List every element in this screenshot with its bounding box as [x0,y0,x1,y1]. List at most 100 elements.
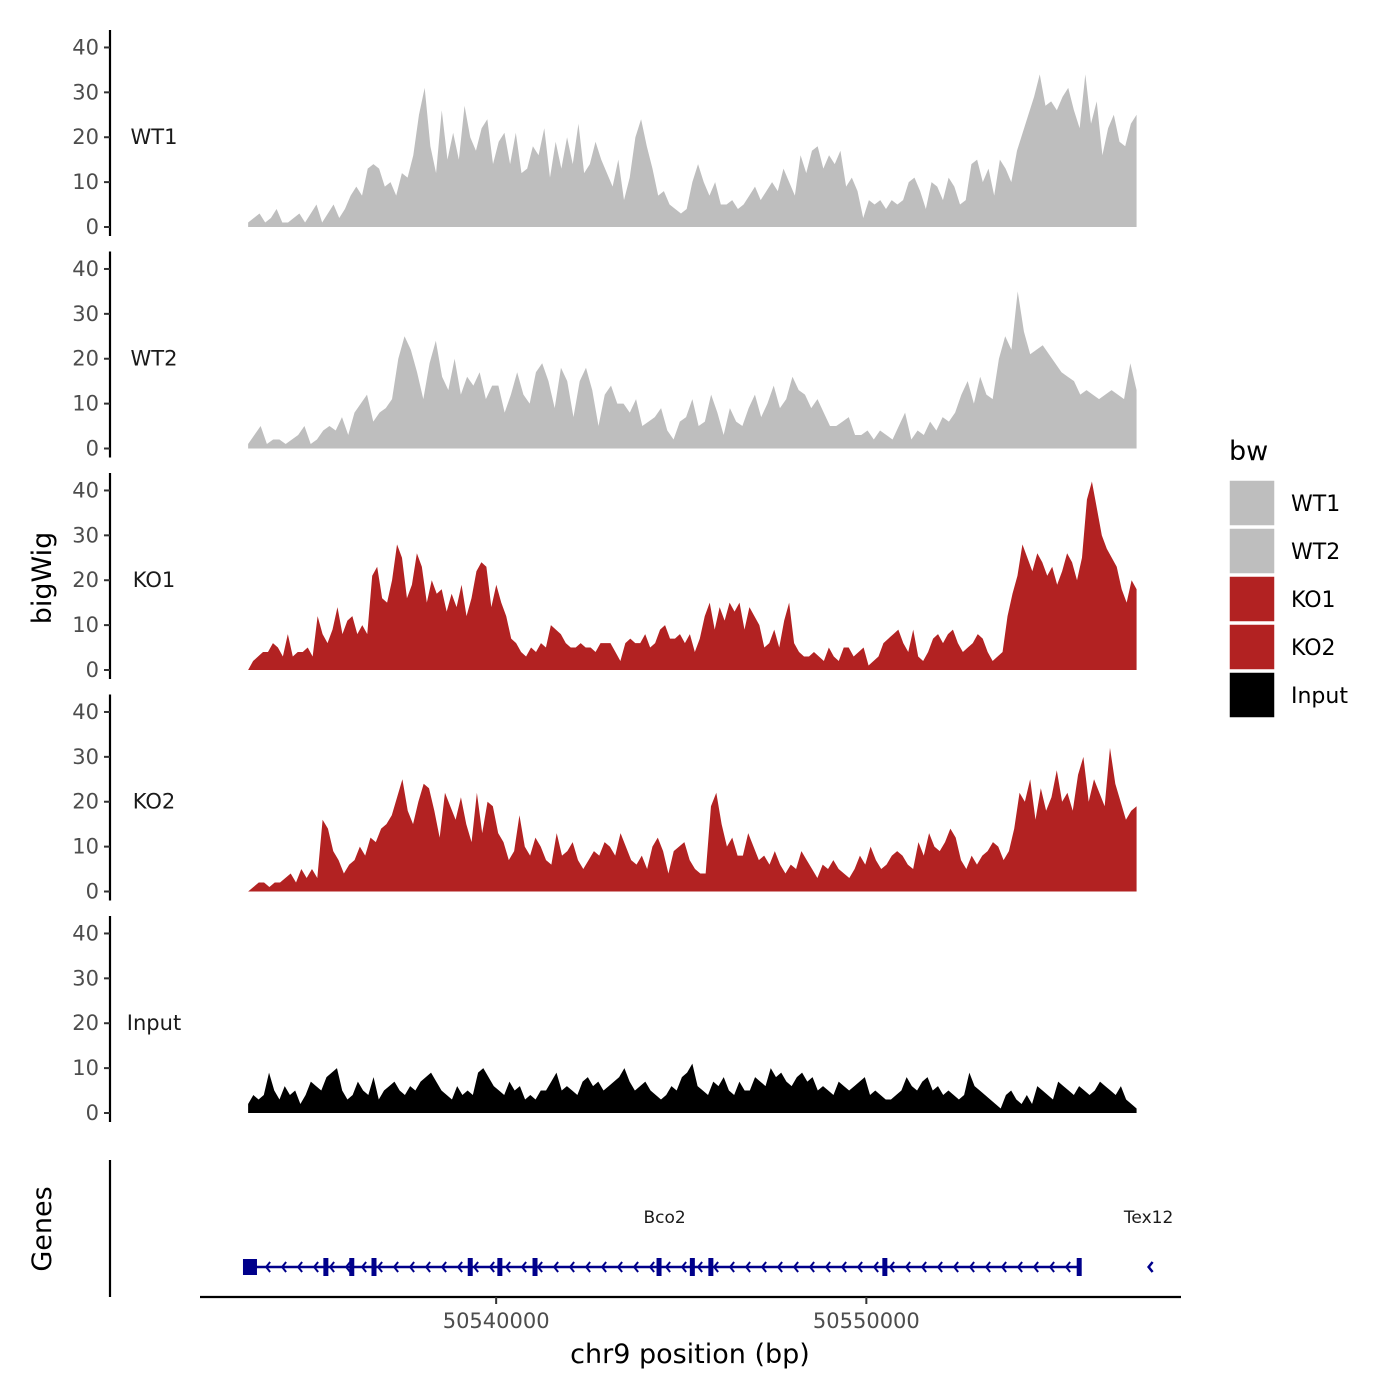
legend-swatch-wt2 [1228,527,1276,575]
strand-chevron [888,1261,895,1273]
strand-chevron [1000,1261,1007,1273]
legend-label-input: Input [1291,684,1348,709]
strand-chevron [808,1261,815,1273]
strand-chevron [648,1261,655,1273]
track-wt2: 0 10 20 30 40 WT2 [72,251,1137,461]
x-tick-label: 50540000 [443,1309,550,1333]
exon [323,1258,329,1276]
track-label: Input [127,1011,181,1035]
strand-chevron [456,1261,463,1273]
strand-chevron [824,1261,831,1273]
y-tick-label: 30 [72,80,99,104]
strand-chevron [744,1261,751,1273]
track-label: WT1 [131,125,178,149]
gene-name: Tex12 [1123,1208,1173,1228]
coverage-area-ko1 [248,481,1137,670]
strand-chevron [1032,1261,1039,1273]
strand-chevron [568,1261,575,1273]
legend-title: bw [1229,436,1268,467]
track-input: 0 10 20 30 40 Input [72,916,1137,1125]
strand-chevron [312,1261,319,1273]
strand-chevron [984,1261,991,1273]
y-tick-label: 0 [86,658,99,682]
exon [242,1259,257,1275]
y-tick-label: 40 [72,700,99,724]
strand-chevron [840,1261,847,1273]
legend-label-wt2: WT2 [1291,540,1340,565]
strand-chevron [680,1261,687,1273]
y-tick-label: 10 [72,1056,99,1080]
strand-chevron [904,1261,911,1273]
exon [708,1258,714,1276]
strand-chevron [968,1261,975,1273]
strand-chevron [712,1261,719,1273]
legend: bw WT1 WT2 KO1 KO2 Input [1228,436,1348,719]
exon [349,1258,355,1276]
y-tick-label: 20 [72,790,99,814]
exon [689,1258,695,1276]
strand-chevron [776,1261,783,1273]
strand-chevron [696,1261,703,1273]
strand-chevron [792,1261,799,1273]
y-tick-label: 40 [72,921,99,945]
track-wt1: 0 10 20 30 40 WT1 [72,30,1137,239]
exon [371,1258,377,1276]
strand-chevron [296,1261,303,1273]
coverage-area-ko2 [248,747,1137,892]
coverage-area-wt1 [248,74,1137,228]
y-tick-label: 20 [72,1011,99,1035]
y-tick-label: 0 [86,215,99,239]
strand-chevron [856,1261,863,1273]
strand-chevron [760,1261,767,1273]
bigwig-tracks: 0 10 20 30 40 WT1 0 10 20 30 40 WT2 0 10 20 30 40 KO1 0 10 2… [72,30,1137,1125]
y-tick-label: 0 [86,1101,99,1125]
strand-chevron [584,1261,591,1273]
strand-chevron [1147,1261,1154,1273]
track-ko1: 0 10 20 30 40 KO1 [72,473,1137,682]
legend-swatch-ko2 [1228,623,1276,671]
track-label: WT2 [131,347,178,371]
strand-chevron [664,1261,671,1273]
y-tick-label: 10 [72,170,99,194]
strand-chevron [472,1261,479,1273]
strand-chevron [952,1261,959,1273]
y-tick-label: 10 [72,392,99,416]
y-tick-label: 10 [72,835,99,859]
strand-chevron [872,1261,879,1273]
gene-name: Bco2 [643,1208,685,1228]
strand-chevron [728,1261,735,1273]
strand-chevron [536,1261,543,1273]
strand-chevron [920,1261,927,1273]
strand-chevron [1016,1261,1023,1273]
strand-chevron [392,1261,399,1273]
strand-chevron [488,1261,495,1273]
y-tick-label: 40 [72,35,99,59]
legend-label-ko2: KO2 [1291,636,1336,661]
strand-chevron [328,1261,335,1273]
y-tick-label: 20 [72,125,99,149]
y-axis-title: bigWig [27,532,58,625]
y-tick-label: 30 [72,745,99,769]
strand-chevron [616,1261,623,1273]
strand-chevron [520,1261,527,1273]
legend-swatch-ko1 [1228,575,1276,623]
strand-chevron [344,1261,351,1273]
strand-chevron [408,1261,415,1273]
strand-chevron [1048,1261,1055,1273]
y-tick-label: 10 [72,613,99,637]
y-tick-label: 40 [72,478,99,502]
track-ko2: 0 10 20 30 40 KO2 [72,694,1137,904]
y-tick-label: 30 [72,966,99,990]
gene-track-label: Genes [27,1186,58,1271]
legend-swatch-wt1 [1228,479,1276,527]
gene-track: Bco2 Tex12 [108,1160,1173,1297]
coverage-area-wt2 [248,291,1137,449]
y-tick-label: 30 [72,523,99,547]
y-tick-label: 20 [72,347,99,371]
strand-chevron [264,1261,271,1273]
legend-label-wt1: WT1 [1291,492,1340,517]
y-tick-label: 40 [72,257,99,281]
exon [656,1258,662,1276]
y-tick-label: 30 [72,302,99,326]
exon [882,1258,888,1276]
